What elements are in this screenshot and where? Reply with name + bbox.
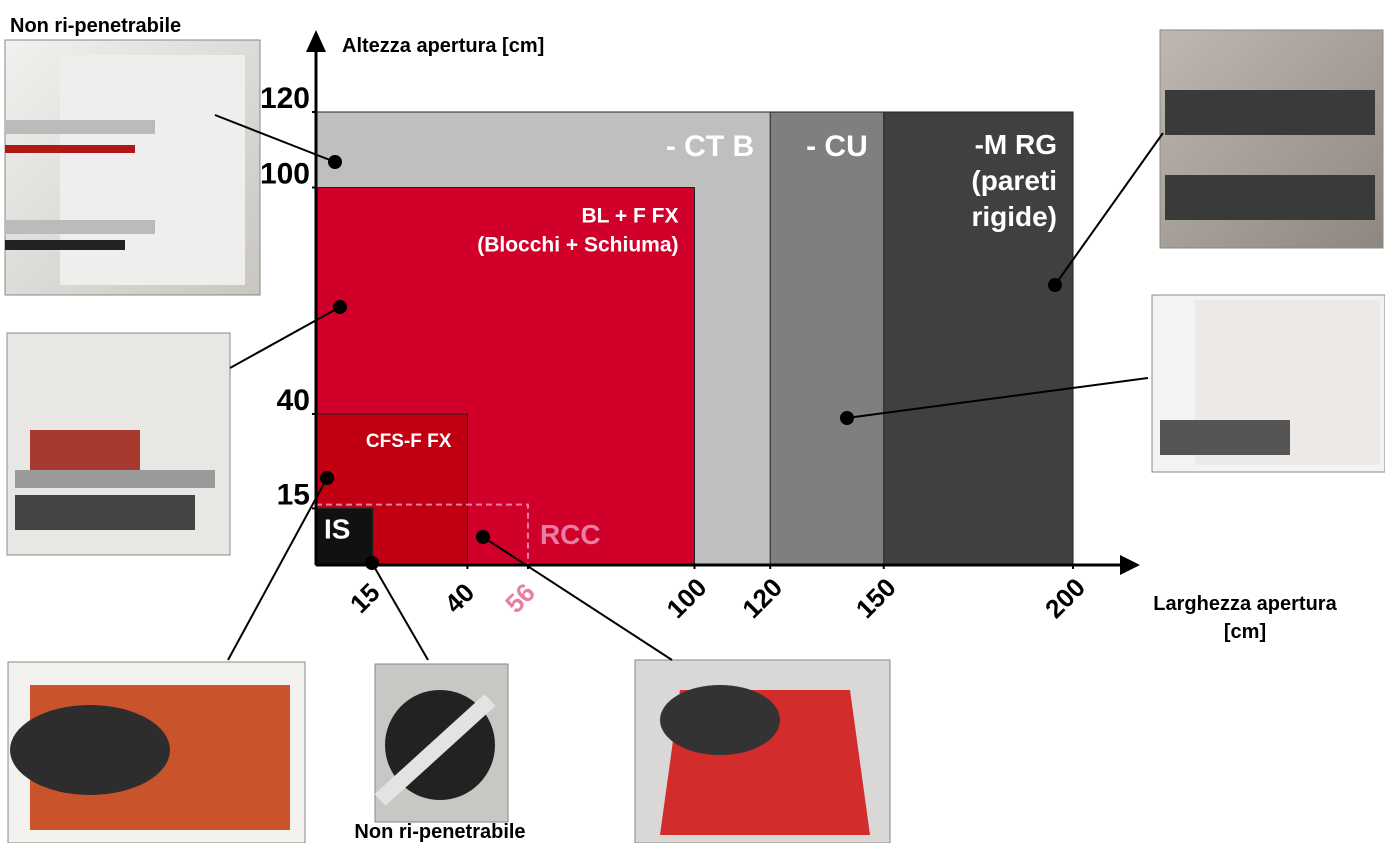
x-tick-label: 100	[661, 572, 713, 624]
x-axis-label: Larghezza apertura	[1153, 593, 1337, 615]
photo	[1151, 294, 1385, 473]
x-tick-label: 56	[499, 577, 541, 619]
x-tick-label: 15	[344, 577, 386, 619]
region-label: BL + F FX	[581, 205, 678, 228]
leader-dot	[365, 556, 379, 570]
region-label: (Blocchi + Schiuma)	[477, 234, 678, 257]
photo	[634, 659, 891, 844]
annotation: Non ri-penetrabile	[10, 15, 181, 37]
y-axis-label: Altezza apertura [cm]	[342, 35, 544, 57]
y-axis-arrow	[306, 30, 326, 52]
photo	[7, 661, 306, 844]
leader-dot	[333, 300, 347, 314]
x-axis-arrow	[1120, 555, 1140, 575]
x-axis-label: [cm]	[1224, 621, 1266, 643]
photo	[1159, 29, 1384, 249]
region-label: -M RG	[975, 129, 1057, 160]
leader-dot	[1048, 278, 1062, 292]
leader-dot	[476, 530, 490, 544]
regions: -M RG (pareti rigide) - CU - CT B BL + F FX (B…	[315, 111, 1074, 567]
x-tick-label: 120	[736, 572, 788, 624]
region-label: rigide)	[971, 201, 1057, 232]
y-tick-label: 15	[277, 478, 310, 511]
y-tick-label: 100	[260, 158, 310, 191]
photo	[4, 39, 261, 296]
photo	[374, 663, 509, 823]
leader-dot	[840, 411, 854, 425]
region-label: RCC	[540, 519, 601, 550]
region	[315, 507, 374, 566]
leader-dot	[320, 471, 334, 485]
leader-dot	[328, 155, 342, 169]
x-tick-label: 200	[1039, 572, 1091, 624]
region-label: (pareti	[971, 165, 1057, 196]
region-label: - CU	[806, 130, 868, 163]
region-label: - CT B	[666, 130, 754, 163]
x-tick-label: 150	[850, 572, 902, 624]
annotation: Non ri-penetrabile	[354, 821, 525, 843]
region-label: IS	[324, 513, 350, 544]
y-tick-label: 120	[260, 82, 310, 115]
region-label: CFS-F FX	[366, 431, 452, 452]
photo	[6, 332, 231, 556]
y-tick-label: 40	[277, 384, 310, 417]
x-tick-label: 40	[439, 577, 481, 619]
